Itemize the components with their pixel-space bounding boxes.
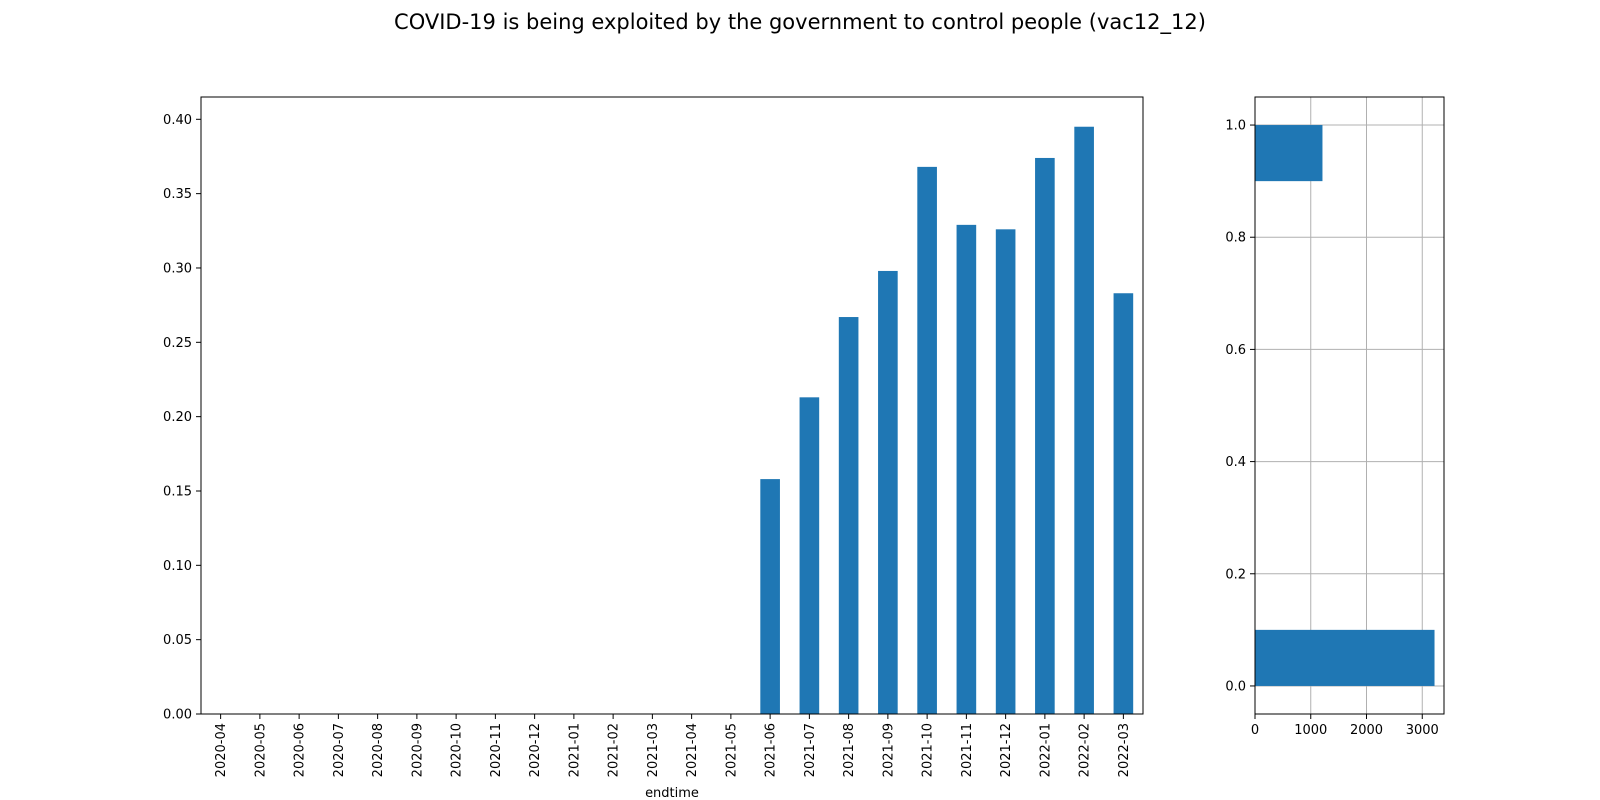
hist-y-tick-label: 0.2 — [1225, 567, 1246, 582]
x-tick-label: 2022-03 — [1117, 723, 1132, 777]
main-bar-chart: 0.00 0.05 0.10 0.15 0.20 0.25 0.30 0.35 0.40 2020… — [163, 96, 1144, 800]
hist-bar-0 — [1255, 629, 1435, 686]
bar-2022-02 — [1074, 126, 1094, 715]
x-tick-label: 2020-07 — [332, 723, 347, 777]
x-tick-label: 2021-11 — [960, 723, 975, 777]
hist-y-tick-label: 0.0 — [1225, 679, 1246, 694]
hist-x-tick-label: 0 — [1251, 723, 1259, 738]
x-axis-title: endtime — [645, 786, 699, 800]
x-tick-label: 2021-12 — [999, 723, 1014, 777]
x-tick-label: 2021-08 — [842, 723, 857, 777]
x-tick-label: 2021-06 — [764, 723, 779, 777]
bar-2022-03 — [1113, 293, 1134, 714]
x-tick-label: 2021-01 — [567, 723, 582, 777]
x-tick-label: 2021-10 — [921, 723, 936, 777]
x-tick-label: 2020-08 — [371, 723, 386, 777]
x-tick-label: 2020-11 — [489, 723, 504, 777]
x-tick-label: 2020-05 — [253, 723, 268, 777]
x-tick-label: 2021-02 — [607, 723, 622, 777]
y-tick-label: 0.15 — [163, 484, 192, 499]
y-tick-label: 0.00 — [163, 708, 192, 723]
figure-title: COVID-19 is being exploited by the gover… — [394, 10, 1206, 34]
y-tick-label: 0.35 — [163, 187, 192, 202]
x-tick-label: 2021-07 — [803, 723, 818, 777]
bar-2021-07 — [799, 397, 820, 714]
hist-y-tick-label: 0.4 — [1225, 455, 1246, 470]
x-tick-label: 2020-12 — [528, 723, 543, 777]
hist-bar-1 — [1255, 125, 1323, 182]
x-tick-label: 2022-01 — [1038, 723, 1053, 777]
hist-y-tick-label: 0.6 — [1225, 343, 1246, 358]
bar-2021-10 — [917, 166, 937, 715]
hist-x-tick-label: 2000 — [1350, 723, 1383, 738]
y-tick-label: 0.10 — [163, 559, 192, 574]
hist-y-tick-label: 1.0 — [1225, 119, 1246, 134]
bar-2021-11 — [956, 224, 977, 715]
bar-2021-12 — [995, 229, 1016, 714]
x-tick-label: 2020-04 — [214, 723, 229, 777]
hist-x-tick-label: 1000 — [1294, 723, 1327, 738]
hist-y-tick-label: 0.8 — [1225, 231, 1246, 246]
bar-2021-08 — [838, 317, 859, 714]
x-tick-label: 2021-04 — [685, 723, 700, 777]
x-tick-label: 2020-10 — [450, 723, 465, 777]
y-tick-label: 0.30 — [163, 261, 192, 276]
bar-2021-09 — [878, 270, 898, 714]
bar-2022-01 — [1035, 157, 1055, 715]
hist-plot-frame — [1254, 96, 1445, 715]
y-tick-label: 0.05 — [163, 633, 192, 648]
y-tick-label: 0.40 — [163, 113, 192, 128]
x-tick-label: 2021-09 — [881, 723, 896, 777]
x-tick-label: 2022-02 — [1078, 723, 1093, 777]
x-tick-label: 2021-05 — [724, 723, 739, 777]
hist-x-tick-label: 3000 — [1406, 723, 1439, 738]
main-plot-frame — [200, 96, 1144, 715]
x-tick-label: 2021-03 — [646, 723, 661, 777]
y-tick-label: 0.25 — [163, 336, 192, 351]
bar-2021-06 — [760, 479, 780, 714]
x-tick-label: 2020-09 — [410, 723, 425, 777]
side-histogram-chart: 0.0 0.2 0.4 0.6 0.8 1.0 0 1000 2000 3000 — [1225, 96, 1445, 738]
x-tick-label: 2020-06 — [293, 723, 308, 777]
y-tick-label: 0.20 — [163, 410, 192, 425]
